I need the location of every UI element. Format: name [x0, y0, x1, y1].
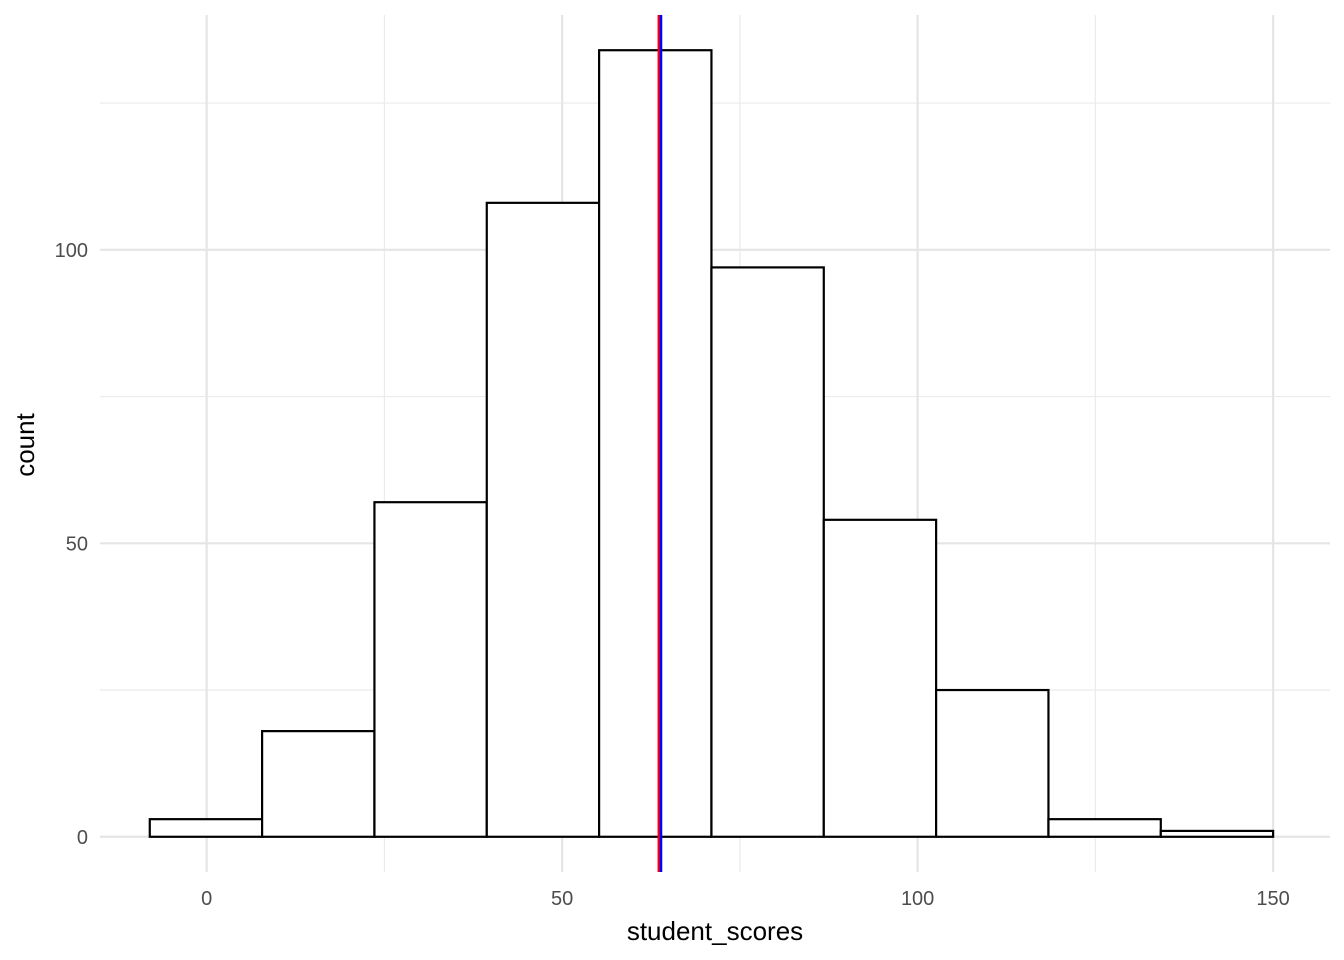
histogram-bar: [148, 818, 264, 838]
y-tick-label: 100: [55, 240, 88, 262]
y-tick-label: 50: [66, 533, 88, 555]
x-axis-title: student_scores: [627, 916, 803, 946]
reference-lines: [657, 15, 663, 872]
y-tick-label: 0: [77, 827, 88, 849]
histogram-bar: [1047, 818, 1162, 838]
x-tick-label: 150: [1256, 888, 1289, 910]
x-axis-ticks: 0 50 100 150: [201, 888, 1290, 910]
histogram-bars: [148, 49, 1275, 838]
histogram-bar: [710, 266, 825, 838]
histogram-bar: [1159, 829, 1275, 838]
histogram-bar: [485, 201, 601, 838]
histogram-bar: [373, 501, 488, 838]
y-axis-title: count: [10, 412, 40, 476]
y-axis-ticks: 0 50 100: [55, 240, 88, 849]
x-tick-label: 50: [551, 888, 573, 910]
histogram-bar: [935, 688, 1050, 838]
histogram-bar: [598, 49, 713, 838]
x-tick-label: 0: [201, 888, 212, 910]
histogram-bar: [822, 518, 938, 838]
histogram-bar: [261, 730, 376, 838]
x-tick-label: 100: [901, 888, 934, 910]
